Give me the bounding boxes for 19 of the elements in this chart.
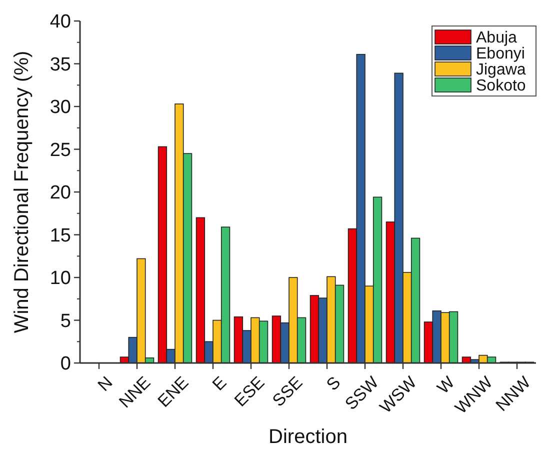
legend-label: Abuja xyxy=(476,30,518,47)
legend-label: Ebonyi xyxy=(476,46,525,63)
x-axis-title: Direction xyxy=(268,426,348,448)
legend-label: Sokoto xyxy=(476,78,526,95)
x-tick-label: E xyxy=(208,372,230,394)
y-tick-label: 40 xyxy=(50,12,71,33)
x-tick-label: N xyxy=(94,372,116,395)
y-tick-label: 5 xyxy=(60,310,71,332)
legend-label: Jigawa xyxy=(476,62,526,79)
y-tick-label: 15 xyxy=(50,225,71,246)
x-tick-label: S xyxy=(322,372,344,394)
y-tick-label: 10 xyxy=(50,268,71,290)
y-tick-label: 0 xyxy=(60,354,71,375)
y-axis-title: Wind Directional Frequency (%) xyxy=(11,50,33,334)
y-tick-label: 35 xyxy=(50,54,71,76)
y-tick-label: 30 xyxy=(50,97,71,118)
y-tick-label: 20 xyxy=(50,182,71,204)
x-tick-label: W xyxy=(433,372,458,398)
y-tick-label: 25 xyxy=(50,140,71,161)
